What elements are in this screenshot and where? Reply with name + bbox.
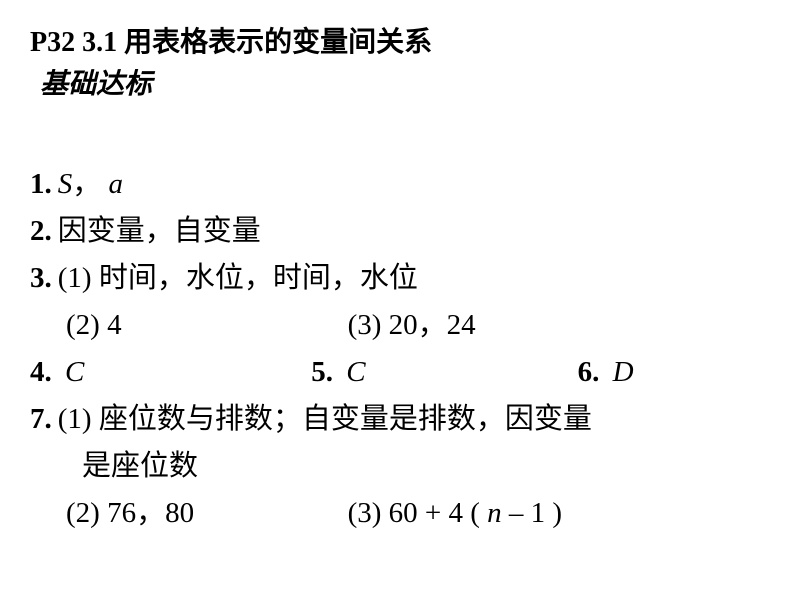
answer-5: 5. C [311,350,577,395]
answer-row-7-part1a: 7. (1) 座位数与排数；自变量是排数，因变量 [30,397,770,442]
answer-row-456: 4. C 5. C 6. D [30,350,770,395]
page-header-subtitle: 基础达标 [30,62,770,102]
answer-row-3-part1: 3. (1) 时间，水位，时间，水位 [30,256,770,301]
question-number: 2. [30,209,52,254]
question-number: 6. [578,356,600,388]
answer-row-2: 2. 因变量，自变量 [30,209,770,254]
answer-list: 1. S， a 2. 因变量，自变量 3. (1) 时间，水位，时间，水位 (2… [30,162,770,536]
variable-s: S [58,168,73,200]
answer-letter: C [346,356,365,388]
answer-row-1: 1. S， a [30,162,770,207]
question-number: 7. [30,397,52,442]
answer-text: (2) 76，80 [66,491,348,536]
answer-text: 因变量，自变量 [58,209,261,254]
answer-6: 6. D [578,350,770,395]
answer-text: (3) 20，24 [348,303,770,348]
answer-row-7-parts23: (2) 76，80 (3) 60 + 4 ( n – 1 ) [30,491,770,536]
answer-letter: C [65,356,84,388]
answer-text: (1) 时间，水位，时间，水位 [58,256,418,301]
answer-text: (1) 座位数与排数；自变量是排数，因变量 [58,397,592,442]
answer-text: (2) 4 [66,303,348,348]
question-number: 3. [30,256,52,301]
answer-text: 是座位数 [82,444,198,489]
variable-a: a [109,168,124,200]
answer-text: (3) 60 + 4 ( n – 1 ) [348,491,770,536]
question-number: 4. [30,356,52,388]
question-number: 1. [30,162,52,207]
answer-row-7-part1b: 是座位数 [30,444,770,489]
answer-text: S， a [58,162,123,207]
answer-4: 4. C [30,350,311,395]
answer-letter: D [613,356,634,388]
question-number: 5. [311,356,333,388]
page-header-title: P32 3.1 用表格表示的变量间关系 [30,20,770,60]
variable-n: n [487,497,502,529]
answer-row-3-parts23: (2) 4 (3) 20，24 [30,303,770,348]
